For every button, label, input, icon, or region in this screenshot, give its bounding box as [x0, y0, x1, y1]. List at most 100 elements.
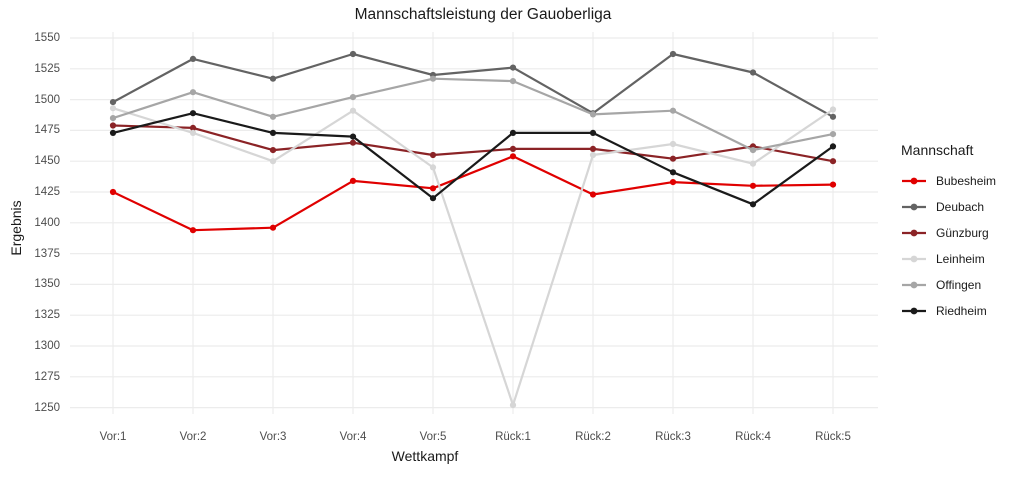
legend-entry-label: Offingen: [936, 278, 982, 292]
data-point-günzburg: [429, 151, 437, 159]
series-line-günzburg: [111, 124, 835, 163]
x-tick-label: Vor:1: [99, 431, 127, 443]
data-point-bubesheim: [269, 224, 277, 231]
legend-entry-label: Leinheim: [936, 252, 985, 266]
data-point-riedheim: [749, 201, 757, 208]
legend-entry-offingen: Offingen: [901, 272, 1021, 298]
data-point-leinheim: [349, 107, 357, 114]
data-point-riedheim: [589, 129, 597, 136]
data-point-leinheim: [589, 151, 597, 159]
data-point-deubach: [829, 113, 837, 120]
y-axis-title: Ergebnis: [8, 200, 24, 256]
y-tick-label: 1250: [34, 401, 60, 414]
y-tick-label: 1300: [34, 340, 60, 352]
legend-entry-label: Deubach: [936, 200, 985, 214]
data-point-deubach: [509, 64, 517, 71]
x-tick-label: Vor:5: [419, 431, 447, 443]
legend-entry-riedheim: Riedheim: [901, 298, 1021, 324]
data-point-günzburg: [109, 122, 117, 129]
data-point-bubesheim: [829, 181, 837, 188]
data-point-riedheim: [189, 110, 197, 117]
x-tick-label: Rück:1: [495, 431, 531, 443]
data-point-günzburg: [829, 158, 837, 165]
data-point-leinheim: [189, 129, 197, 136]
data-point-leinheim: [829, 106, 837, 113]
data-point-offingen: [589, 111, 597, 118]
data-point-deubach: [349, 50, 357, 58]
series-line-leinheim: [111, 107, 835, 407]
legend-entry-bubesheim: Bubesheim: [901, 168, 1021, 194]
data-point-günzburg: [669, 155, 677, 162]
data-point-deubach: [109, 99, 117, 106]
legend-entry-deubach: Deubach: [901, 194, 1021, 220]
data-point-leinheim: [669, 140, 677, 148]
data-point-leinheim: [429, 164, 437, 171]
data-point-bubesheim: [669, 179, 677, 186]
data-point-offingen: [349, 94, 357, 101]
data-point-günzburg: [269, 147, 277, 154]
legend-entry-günzburg: Günzburg: [901, 220, 1021, 246]
legend-key-icon: [902, 255, 926, 263]
data-point-leinheim: [269, 158, 277, 165]
data-point-offingen: [429, 75, 437, 82]
data-point-riedheim: [669, 169, 677, 176]
data-point-bubesheim: [189, 227, 197, 234]
x-tick-label: Rück:4: [735, 431, 771, 443]
data-point-bubesheim: [429, 185, 437, 192]
series-line-offingen: [111, 77, 835, 152]
data-point-bubesheim: [109, 188, 117, 196]
x-tick-label: Rück:2: [575, 431, 611, 443]
legend-key-icon: [902, 203, 926, 211]
x-tick-label: Vor:4: [339, 431, 367, 443]
y-tick-label: 1325: [34, 309, 60, 322]
x-tick-label: Vor:3: [259, 431, 287, 443]
data-point-leinheim: [509, 402, 517, 409]
data-point-bubesheim: [509, 153, 517, 160]
y-tick-label: 1550: [34, 32, 60, 44]
y-tick-label: 1400: [34, 216, 60, 229]
data-point-offingen: [509, 78, 517, 85]
data-point-offingen: [749, 147, 757, 154]
data-point-offingen: [189, 89, 197, 96]
y-tick-label: 1500: [34, 93, 60, 106]
y-tick-label: 1275: [34, 370, 60, 383]
legend-entry-label: Günzburg: [936, 226, 989, 240]
data-point-deubach: [189, 55, 197, 63]
data-point-offingen: [109, 115, 117, 122]
legend-entry-label: Riedheim: [936, 304, 987, 318]
data-point-bubesheim: [589, 191, 597, 198]
data-point-leinheim: [749, 160, 757, 167]
data-point-riedheim: [429, 195, 437, 202]
legend-entry-leinheim: Leinheim: [901, 246, 1021, 272]
data-point-bubesheim: [749, 182, 757, 189]
data-point-offingen: [669, 107, 677, 114]
legend-key-icon: [902, 229, 926, 237]
y-tick-label: 1475: [34, 124, 60, 137]
legend: Mannschaft Bubesheim Deubach Günzburg Leinh…: [901, 142, 1021, 324]
x-axis-title: Wettkampf: [391, 448, 459, 464]
y-tick-label: 1450: [34, 155, 60, 168]
legend-title: Mannschaft: [901, 142, 974, 158]
series-line-bubesheim: [111, 155, 835, 232]
data-point-deubach: [669, 50, 677, 58]
y-tick-label: 1425: [34, 186, 60, 198]
data-point-leinheim: [109, 105, 117, 112]
chart-title: Mannschaftsleistung der Gauoberliga: [354, 6, 612, 23]
data-point-günzburg: [509, 145, 517, 152]
x-tick-label: Rück:3: [655, 431, 691, 443]
legend-key-icon: [902, 281, 926, 289]
series-line-riedheim: [111, 112, 835, 206]
legend-entries: Bubesheim Deubach Günzburg Leinheim Offingen…: [901, 168, 1021, 324]
data-point-riedheim: [269, 129, 277, 136]
y-tick-label: 1350: [34, 278, 60, 291]
legend-key-icon: [902, 177, 926, 185]
data-point-riedheim: [109, 129, 117, 136]
data-point-riedheim: [509, 129, 517, 136]
data-point-günzburg: [189, 124, 197, 131]
data-point-offingen: [829, 131, 837, 138]
data-point-offingen: [269, 113, 277, 120]
data-point-deubach: [269, 75, 277, 82]
data-point-günzburg: [589, 145, 597, 152]
